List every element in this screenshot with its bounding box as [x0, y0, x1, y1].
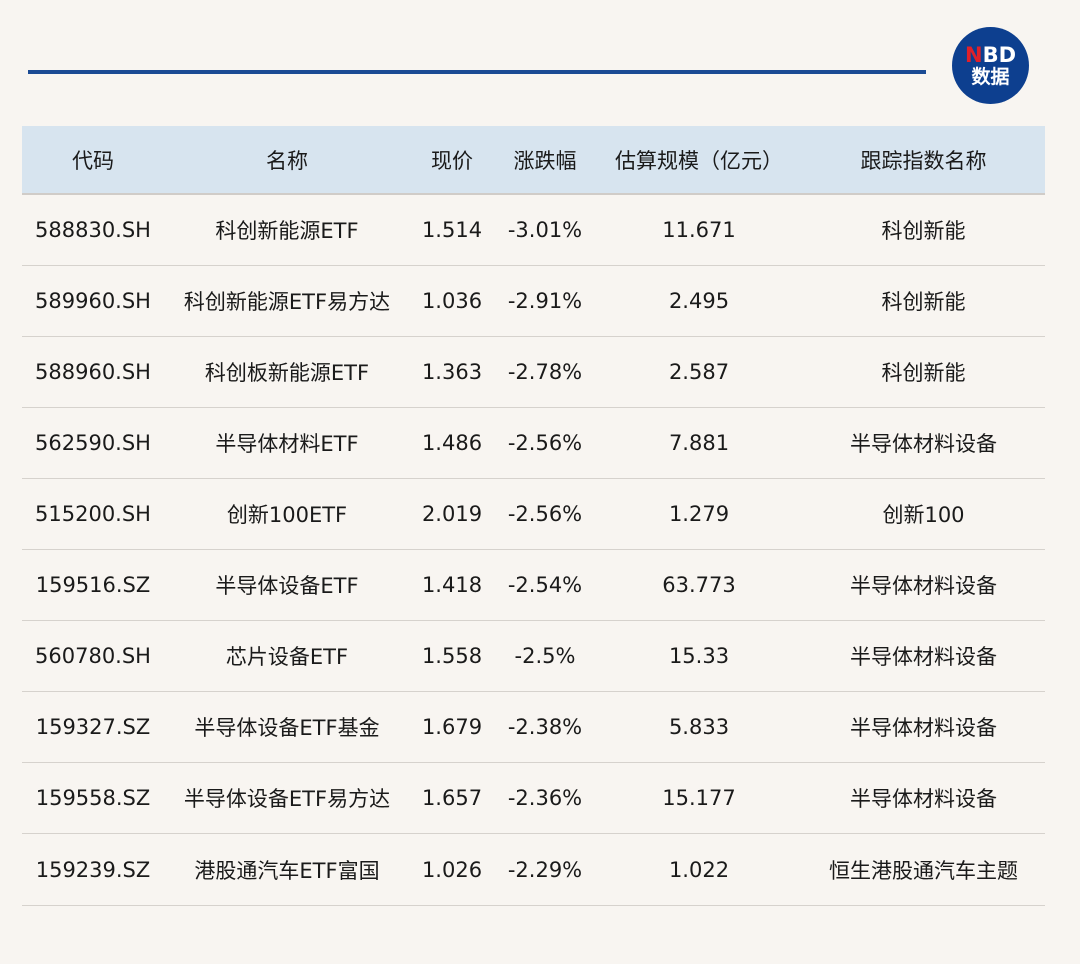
- etf-table: 代码 名称 现价 涨跌幅 估算规模（亿元） 跟踪指数名称 588830.SH 科创新能源ET…: [22, 126, 1045, 906]
- cell-index: 半导体材料设备: [802, 762, 1045, 834]
- header-scale: 估算规模（亿元）: [596, 126, 802, 195]
- cell-scale: 15.177: [596, 762, 802, 834]
- cell-scale: 1.279: [596, 478, 802, 550]
- cell-change: -2.56%: [494, 407, 596, 479]
- cell-price: 1.679: [410, 691, 494, 763]
- cell-scale: 7.881: [596, 407, 802, 479]
- logo-bd: BD: [982, 42, 1017, 67]
- cell-code: 560780.SH: [22, 620, 164, 692]
- cell-name: 科创新能源ETF易方达: [164, 265, 410, 337]
- cell-scale: 63.773: [596, 549, 802, 621]
- cell-scale: 15.33: [596, 620, 802, 692]
- cell-scale: 11.671: [596, 194, 802, 266]
- cell-change: -2.91%: [494, 265, 596, 337]
- cell-scale: 1.022: [596, 833, 802, 906]
- table-row: 159327.SZ 半导体设备ETF基金 1.679 -2.38% 5.833 半导体材料…: [22, 691, 1045, 763]
- cell-name: 半导体设备ETF基金: [164, 691, 410, 763]
- table-row: 159516.SZ 半导体设备ETF 1.418 -2.54% 63.773 半导体材料设…: [22, 549, 1045, 621]
- cell-code: 515200.SH: [22, 478, 164, 550]
- cell-price: 1.486: [410, 407, 494, 479]
- cell-price: 1.514: [410, 194, 494, 266]
- cell-index: 创新100: [802, 478, 1045, 550]
- cell-index: 半导体材料设备: [802, 691, 1045, 763]
- table-row: 159558.SZ 半导体设备ETF易方达 1.657 -2.36% 15.177 半导体…: [22, 762, 1045, 834]
- cell-code: 159239.SZ: [22, 833, 164, 906]
- cell-name: 芯片设备ETF: [164, 620, 410, 692]
- header-rule: [28, 70, 926, 74]
- logo-data-text: 数据: [971, 65, 1010, 88]
- cell-price: 1.036: [410, 265, 494, 337]
- table-row: 562590.SH 半导体材料ETF 1.486 -2.56% 7.881 半导体材料设备: [22, 407, 1045, 479]
- cell-name: 半导体设备ETF易方达: [164, 762, 410, 834]
- cell-name: 科创板新能源ETF: [164, 336, 410, 408]
- cell-scale: 2.587: [596, 336, 802, 408]
- cell-name: 科创新能源ETF: [164, 194, 410, 266]
- header-change: 涨跌幅: [494, 126, 596, 195]
- table-row: 588830.SH 科创新能源ETF 1.514 -3.01% 11.671 科创新能: [22, 194, 1045, 266]
- header-code: 代码: [22, 126, 164, 195]
- table-row: 515200.SH 创新100ETF 2.019 -2.56% 1.279 创新100: [22, 478, 1045, 550]
- table-body: 588830.SH 科创新能源ETF 1.514 -3.01% 11.671 科创新能 58…: [22, 194, 1045, 906]
- cell-price: 1.418: [410, 549, 494, 621]
- cell-change: -2.56%: [494, 478, 596, 550]
- cell-scale: 2.495: [596, 265, 802, 337]
- cell-code: 562590.SH: [22, 407, 164, 479]
- cell-change: -2.54%: [494, 549, 596, 621]
- cell-name: 半导体材料ETF: [164, 407, 410, 479]
- cell-change: -2.36%: [494, 762, 596, 834]
- table-header-row: 代码 名称 现价 涨跌幅 估算规模（亿元） 跟踪指数名称: [22, 126, 1045, 195]
- cell-price: 1.026: [410, 833, 494, 906]
- table-row: 588960.SH 科创板新能源ETF 1.363 -2.78% 2.587 科创新能: [22, 336, 1045, 408]
- header-price: 现价: [410, 126, 494, 195]
- cell-index: 科创新能: [802, 265, 1045, 337]
- cell-change: -2.5%: [494, 620, 596, 692]
- nbd-data-logo: NBD 数据: [952, 27, 1029, 104]
- cell-code: 159327.SZ: [22, 691, 164, 763]
- cell-code: 159516.SZ: [22, 549, 164, 621]
- table-row: 560780.SH 芯片设备ETF 1.558 -2.5% 15.33 半导体材料设备: [22, 620, 1045, 692]
- cell-price: 1.657: [410, 762, 494, 834]
- cell-code: 589960.SH: [22, 265, 164, 337]
- table-row: 159239.SZ 港股通汽车ETF富国 1.026 -2.29% 1.022 恒生港股通…: [22, 833, 1045, 906]
- cell-index: 半导体材料设备: [802, 549, 1045, 621]
- cell-index: 半导体材料设备: [802, 620, 1045, 692]
- cell-index: 恒生港股通汽车主题: [802, 833, 1045, 906]
- cell-change: -2.29%: [494, 833, 596, 906]
- logo-n: N: [964, 42, 983, 67]
- table-row: 589960.SH 科创新能源ETF易方达 1.036 -2.91% 2.495 科创新能: [22, 265, 1045, 337]
- cell-price: 1.558: [410, 620, 494, 692]
- cell-code: 588830.SH: [22, 194, 164, 266]
- cell-price: 1.363: [410, 336, 494, 408]
- cell-index: 半导体材料设备: [802, 407, 1045, 479]
- cell-change: -2.38%: [494, 691, 596, 763]
- cell-change: -3.01%: [494, 194, 596, 266]
- cell-name: 创新100ETF: [164, 478, 410, 550]
- cell-index: 科创新能: [802, 194, 1045, 266]
- cell-scale: 5.833: [596, 691, 802, 763]
- cell-code: 159558.SZ: [22, 762, 164, 834]
- cell-index: 科创新能: [802, 336, 1045, 408]
- cell-code: 588960.SH: [22, 336, 164, 408]
- header-name: 名称: [164, 126, 410, 195]
- cell-price: 2.019: [410, 478, 494, 550]
- cell-name: 港股通汽车ETF富国: [164, 833, 410, 906]
- cell-change: -2.78%: [494, 336, 596, 408]
- header-index: 跟踪指数名称: [802, 126, 1045, 195]
- cell-name: 半导体设备ETF: [164, 549, 410, 621]
